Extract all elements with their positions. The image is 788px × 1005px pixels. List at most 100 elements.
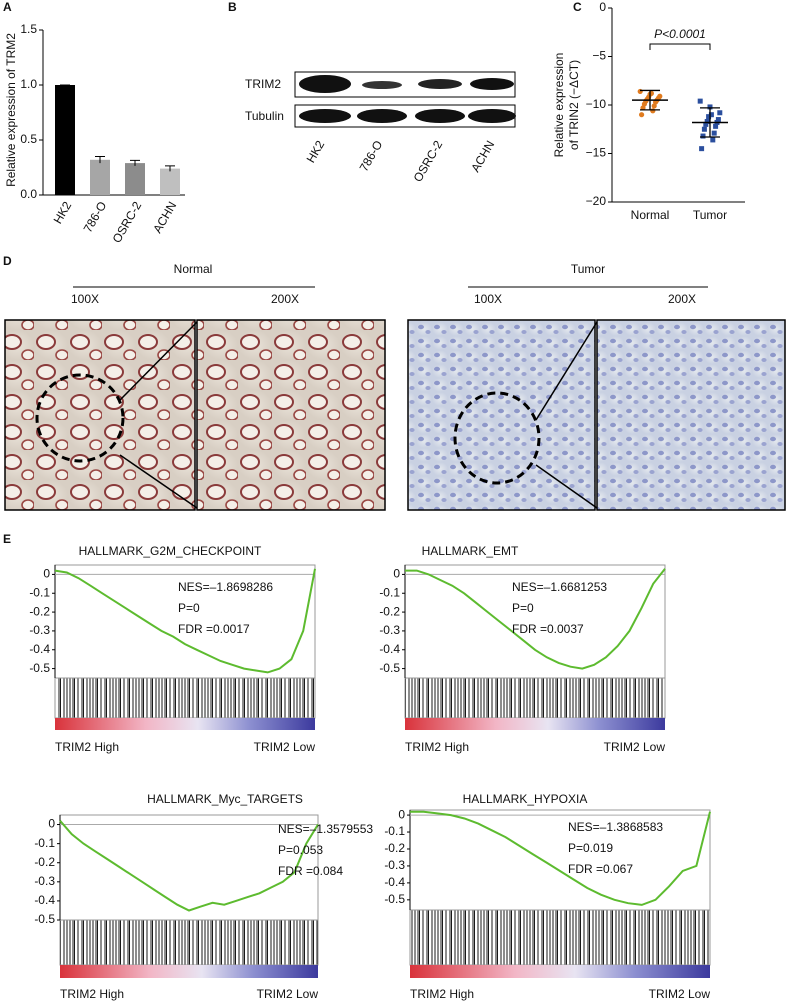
y-tick-label: 1.5 [20,22,37,36]
point [713,123,719,129]
ihc-group: Tumor [571,262,605,276]
annotation: P<0.0001 [654,27,706,41]
y-tick-label: -0.5 [384,892,405,906]
x-tick-label: Normal [631,208,670,222]
y-tick-label: 0 [599,0,606,14]
blot-lane-label: ACHN [468,138,497,174]
annotation: FDR =0.0017 [178,622,250,636]
rank-label-left: TRIM2 High [410,987,474,1001]
point [699,146,705,152]
y-tick-label: -0.3 [379,623,400,637]
point [707,104,713,110]
panel-label: A [3,0,12,14]
y-tick-label: -0.2 [29,604,50,618]
point [651,103,657,109]
point [708,112,714,118]
blot-row-label: TRIM2 [245,77,281,91]
rank-heatmap [60,965,318,978]
y-tick-label: −15 [586,146,607,160]
blot-lane-label: HK2 [304,138,328,165]
error-bar [95,156,105,164]
y-tick-label: 0.0 [20,187,37,201]
annotation: NES=–1.3868583 [568,820,663,834]
blot-bands [299,75,516,123]
ihc-magnification: 100X [71,292,99,306]
point [639,112,645,118]
x-tick-label: ACHN [150,199,179,235]
y-tick-label: -0.4 [384,875,405,889]
bar [125,163,145,195]
rank-label-right: TRIM2 Low [254,740,316,754]
point [710,137,716,143]
x-tick-label: Tumor [693,208,727,222]
panel-label: B [228,0,237,14]
chart-title: HALLMARK_Myc_TARGETS [147,792,303,806]
y-tick-label: -0.1 [29,585,50,599]
y-tick-label: 0 [43,567,50,581]
annotation: FDR =0.0037 [512,622,584,636]
y-tick-label: -0.5 [34,912,55,926]
x-tick-label: 786-O [81,199,110,235]
annotation: NES=–1.6681253 [512,580,607,594]
panel-label: D [3,254,12,268]
y-axis-label: Relative expression of TRM2 [4,33,18,187]
blot-lane-label: 786-O [357,138,386,174]
chart-title: HALLMARK_HYPOXIA [463,792,588,806]
enrichment-line [410,810,711,906]
error-bar [130,159,140,166]
rank-barcode [404,677,666,719]
rank-label-left: TRIM2 High [405,740,469,754]
annotation: NES=–1.8698286 [178,580,273,594]
ihc-magnification: 200X [271,292,299,306]
enrichment-line [54,568,316,674]
plot-frame [59,814,319,921]
y-tick-label: 0 [398,807,405,821]
x-tick-label: HK2 [51,199,75,226]
annotation: NES=–1.3579553 [278,822,373,836]
panel-label: E [3,532,11,546]
ihc-magnification: 200X [668,292,696,306]
y-tick-label: -0.3 [34,874,55,888]
bracket [649,43,711,50]
point [706,114,712,120]
y-tick-label: -0.2 [34,855,55,869]
y-tick-label: 1.0 [20,77,37,91]
y-tick-label: -0.4 [29,642,50,656]
ihc-group: Normal [174,262,213,276]
point [715,117,721,123]
blot-lane-label: OSRC-2 [411,138,446,185]
annotation: FDR =0.084 [278,864,343,878]
annotation: P=0 [178,601,200,615]
point [697,98,703,104]
y-tick-label: −20 [586,194,607,208]
enrichment-line [405,568,666,670]
blot-row-label: Tubulin [245,109,284,123]
y-tick-label: -0.1 [34,836,55,850]
y-tick-label: -0.1 [384,824,405,838]
rank-heatmap [405,718,665,730]
bar [160,168,180,195]
error-bar [165,165,175,172]
y-axis-label: Relative expression [552,53,566,158]
point [701,126,707,132]
panel-label: C [573,0,582,14]
y-tick-label: −5 [592,49,606,63]
annotation: P=0 [512,601,534,615]
y-tick-label: 0 [48,817,55,831]
point [700,133,706,139]
point [704,118,710,124]
rank-heatmap [410,965,710,978]
ihc-images [4,286,786,511]
y-tick-label: −10 [586,97,607,111]
point [650,108,656,114]
annotation: P=0.053 [278,843,323,857]
y-tick-label: -0.3 [29,623,50,637]
y-tick-label: 0.5 [20,132,37,146]
x-tick-label: OSRC-2 [110,199,145,246]
y-axis-label: of TRIN2 (−ΔCT) [567,60,581,150]
point [703,121,709,127]
rank-barcode [59,919,319,966]
rank-heatmap [55,718,315,730]
plot-frame [409,809,711,911]
